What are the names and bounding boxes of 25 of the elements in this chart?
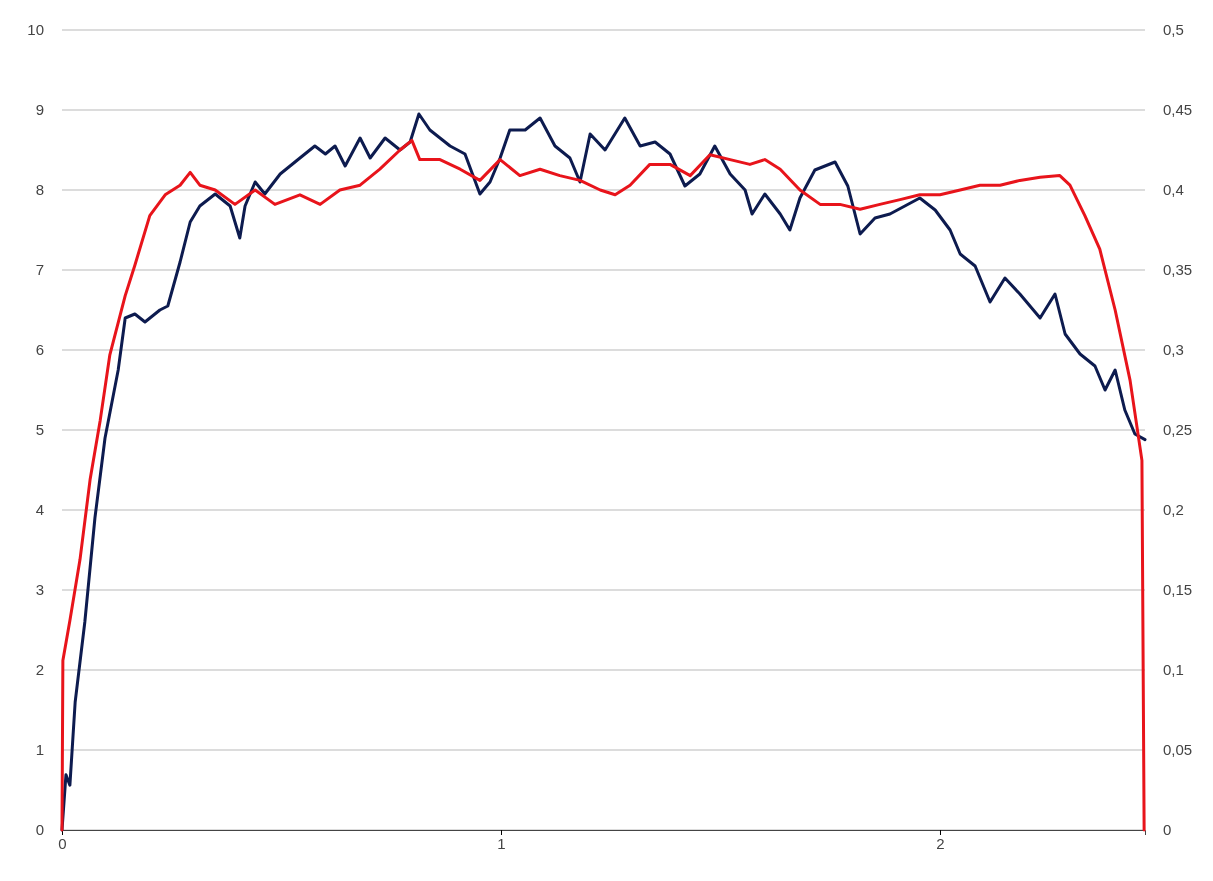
y2-tick-label: 0,5 [1163,21,1184,39]
x-tick-label: 0 [58,834,67,852]
y-tick-label: 10 [27,21,44,39]
y-tick-label: 6 [35,341,44,359]
y-tick-label: 2 [35,661,44,679]
y2-tick-label: 0,45 [1163,101,1193,119]
y2-tick-label: 0,25 [1163,421,1193,439]
y2-tick-label: 0,2 [1163,501,1184,519]
y2-tick-label: 0,05 [1163,741,1193,759]
y-tick-label: 8 [35,181,44,199]
y-tick-label: 0 [35,821,44,839]
x-tick-label: 1 [497,834,506,852]
y-tick-label: 1 [35,741,44,759]
y2-tick-label: 0,1 [1163,661,1184,679]
y2-tick-label: 0 [1163,821,1172,839]
y2-tick-label: 0,35 [1163,261,1193,279]
y-tick-label: 3 [35,581,44,599]
y2-tick-label: 0,3 [1163,341,1184,359]
y-tick-label: 5 [35,421,44,439]
x-tick-label: 2 [936,834,945,852]
y-tick-label: 9 [35,101,44,119]
y-tick-label: 4 [35,501,44,519]
y2-tick-label: 0,4 [1163,181,1184,199]
y-tick-label: 7 [35,261,44,279]
y2-tick-label: 0,15 [1163,581,1193,599]
